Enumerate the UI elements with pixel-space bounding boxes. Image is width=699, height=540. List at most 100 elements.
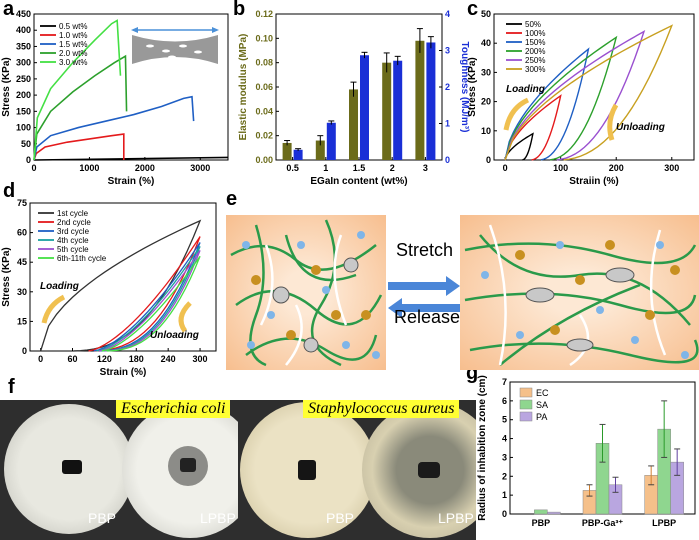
x-tick-label: 300	[193, 354, 208, 364]
release-label: Release	[394, 307, 461, 327]
x-tick-label: 1	[323, 163, 328, 173]
y-axis-label: Radius of inhabition zone (cm)	[477, 375, 488, 521]
network-stretched	[460, 215, 699, 370]
y-axis-label: Stress (KPa)	[467, 57, 478, 116]
chart-c: 0 100 200 300 0 10 20 30 40 50 Straiin (%) Stress (…	[466, 0, 699, 187]
legend-label: 6th-11th cycle	[57, 254, 107, 263]
bar-toughness	[293, 149, 303, 160]
chart-b: 0.00 0.02 0.04 0.06 0.08 0.10 0.12 EGaIn conten…	[232, 0, 470, 187]
chart-g: 0 1 2 3 4 5 6 7 Radius of inhabition zone (cm) PB…	[476, 370, 699, 540]
network-relaxed-svg	[230, 219, 383, 367]
y-tick-label: 0.06	[255, 82, 273, 92]
cycle-4thcycle	[96, 246, 201, 352]
y-tick-label: 30	[17, 287, 27, 297]
y-axis-label: Stress (KPa)	[1, 57, 12, 116]
x-tick-label: 1.5	[353, 163, 366, 173]
y-tick-label: 150	[16, 106, 31, 116]
arrows-svg	[388, 276, 460, 318]
loading-arrow	[41, 294, 66, 324]
network-relaxed	[226, 215, 386, 370]
y-right-tick-label: 0	[445, 155, 450, 165]
bar-toughness	[426, 42, 436, 160]
y-tick-label: 50	[481, 9, 491, 19]
x-tick-label: 120	[97, 354, 112, 364]
series-line-20wt	[33, 54, 128, 161]
y-tick-label: 15	[17, 316, 27, 326]
bar-toughness	[326, 122, 336, 160]
y-tick-label: 3	[502, 452, 507, 462]
y-tick-label: 400	[16, 25, 31, 35]
y-right-tick-label: 2	[445, 82, 450, 92]
y-tick-label: 2	[502, 471, 507, 481]
y-tick-label: 250	[16, 74, 31, 84]
specimen-dot	[162, 49, 170, 53]
series-line-15wt	[33, 95, 195, 161]
y-tick-label: 4	[502, 434, 507, 444]
x-axis-label: Strain (%)	[108, 176, 155, 187]
loop-50pct	[504, 132, 534, 161]
chart-b-svg: 0.00 0.02 0.04 0.06 0.08 0.10 0.12 EGaIn conten…	[238, 9, 470, 187]
legend-label: 2nd cycle	[57, 218, 91, 227]
stretch-release-arrows	[388, 262, 460, 322]
x-tick-label: 180	[129, 354, 144, 364]
x-tick-label: 0	[503, 163, 508, 173]
legend-label: 2.0 wt%	[59, 49, 87, 58]
legend-swatch	[519, 399, 533, 410]
dish-label-2: LPBP	[200, 510, 236, 526]
bar-toughness	[393, 60, 403, 160]
y-tick-label: 0	[22, 346, 27, 356]
x-tick-label: 300	[664, 163, 679, 173]
x-tick-label: 1000	[79, 163, 99, 173]
dish-label-3: PBP	[326, 510, 355, 526]
legend-label: 250%	[525, 56, 545, 65]
bar-modulus	[415, 40, 425, 161]
y-tick-label: 0	[502, 509, 507, 519]
annotation-unloading: Unloading	[150, 330, 199, 341]
legend-swatch	[519, 411, 533, 422]
loading-arrow	[503, 97, 530, 131]
legend-label: 1st cycle	[57, 209, 89, 218]
x-tick-label: LPBP	[652, 518, 676, 528]
x-tick-label: 2	[390, 163, 395, 173]
cycle-2ndcycle	[88, 236, 201, 352]
chart-a-svg: 0 1000 2000 3000 0 50 100 150 200 250 300 350 400 450…	[1, 9, 229, 187]
arrowhead-right	[212, 27, 219, 33]
specimen-icon	[132, 35, 218, 64]
specimen-dot	[179, 44, 187, 48]
legend-label: 1.0 wt%	[59, 31, 87, 40]
y-right-tick-label: 1	[445, 119, 450, 129]
legend-label: SA	[536, 400, 548, 410]
annotation-unloading: Unloading	[616, 122, 665, 133]
photo-ecoli	[0, 400, 238, 540]
y-tick-label: 40	[481, 38, 491, 48]
legend-label: PA	[536, 412, 547, 422]
y-right-tick-label: 3	[445, 46, 450, 56]
cycle-1stcycle	[40, 219, 202, 352]
arrowhead-left	[131, 27, 138, 33]
legend-label: 300%	[525, 65, 545, 74]
annotation-loading: Loading	[506, 84, 545, 95]
legend-swatch	[519, 387, 533, 398]
loop-300pct	[504, 24, 674, 161]
cycle-6th11thcycle	[101, 255, 201, 352]
banner-saureus: Staphylococcus aureus	[303, 400, 460, 418]
chart-d: 0 60 120 180 240 300 0 15 30 45 60 75 Strain (%) Stre…	[0, 183, 222, 378]
y-tick-label: 0	[26, 155, 31, 165]
y-tick-label: 30	[481, 67, 491, 77]
y-right-tick-label: 4	[445, 9, 450, 19]
y-tick-label: 300	[16, 58, 31, 68]
plot-frame	[29, 202, 217, 352]
dish-label-4: LPBP	[438, 510, 474, 526]
y-tick-label: 20	[481, 97, 491, 107]
legend-label: 150%	[525, 38, 545, 47]
series-line-30wt	[33, 19, 122, 161]
y-tick-label: 1	[502, 490, 507, 500]
sample-ecoli-lpbp	[180, 458, 196, 472]
stretch-label: Stretch	[396, 240, 454, 260]
banner-ecoli: Escherichia coli	[116, 400, 231, 418]
x-axis-label: EGaIn content (wt%)	[310, 176, 407, 187]
legend-label: 4th cycle	[57, 236, 89, 245]
loop-150pct	[504, 47, 590, 161]
sample-saureus-lpbp	[418, 462, 440, 478]
loop-250pct	[504, 30, 646, 161]
